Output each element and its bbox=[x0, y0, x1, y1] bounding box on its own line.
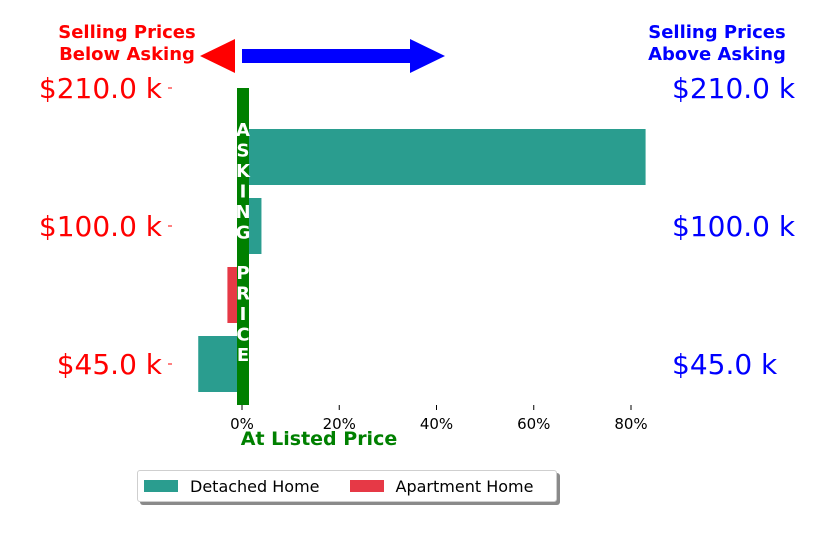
bars-group bbox=[198, 129, 646, 392]
below-arrow-icon bbox=[200, 39, 235, 73]
y-label-left: $210.0 k bbox=[39, 72, 163, 105]
asking-price-letter: R bbox=[236, 284, 250, 305]
asking-price-letter: K bbox=[236, 161, 251, 182]
asking-price-letter: C bbox=[236, 325, 249, 346]
x-tick-label: 0% bbox=[230, 415, 254, 433]
x-tick-label: 60% bbox=[517, 415, 550, 433]
header-right-line-2: Above Asking bbox=[648, 44, 786, 65]
header-right-line-1: Selling Prices bbox=[648, 22, 785, 43]
asking-price-letter: I bbox=[240, 304, 247, 325]
x-axis: 0% 20% 40% 60% 80% bbox=[230, 405, 648, 433]
asking-price-letter: N bbox=[235, 202, 250, 223]
x-tick-label: 80% bbox=[614, 415, 647, 433]
x-tick-label: 20% bbox=[323, 415, 356, 433]
x-axis-label: At Listed Price bbox=[241, 428, 397, 450]
asking-price-letter: P bbox=[236, 263, 249, 284]
asking-price-letter: A bbox=[236, 120, 250, 141]
header-left-line-2: Below Asking bbox=[59, 44, 195, 65]
header-left-line-1: Selling Prices bbox=[58, 22, 195, 43]
legend-label: Detached Home bbox=[190, 476, 320, 496]
asking-price-letter: I bbox=[240, 182, 247, 203]
legend-item-apartment: Apartment Home bbox=[349, 476, 534, 496]
y-label-right: $45.0 k bbox=[672, 348, 778, 381]
y-label-left: $100.0 k bbox=[39, 210, 163, 243]
legend-label: Apartment Home bbox=[395, 476, 534, 496]
bar-detached-home bbox=[242, 129, 646, 185]
legend-swatch-detached bbox=[144, 480, 178, 492]
asking-price-band bbox=[237, 88, 249, 405]
y-label-left: $45.0 k bbox=[57, 348, 163, 381]
asking-price-letter: E bbox=[237, 345, 249, 366]
asking-price-letter: G bbox=[236, 223, 251, 244]
y-label-right: $210.0 k bbox=[672, 72, 796, 105]
legend-swatch-apartment bbox=[349, 480, 384, 492]
legend-item-detached: Detached Home bbox=[144, 477, 320, 496]
bar-detached-home bbox=[198, 336, 242, 392]
asking-price-letter: S bbox=[237, 141, 250, 162]
y-label-right: $100.0 k bbox=[672, 210, 796, 243]
x-tick-label: 40% bbox=[420, 415, 453, 433]
above-arrow-icon bbox=[242, 39, 445, 73]
legend: Detached Home Apartment Home bbox=[137, 470, 557, 502]
